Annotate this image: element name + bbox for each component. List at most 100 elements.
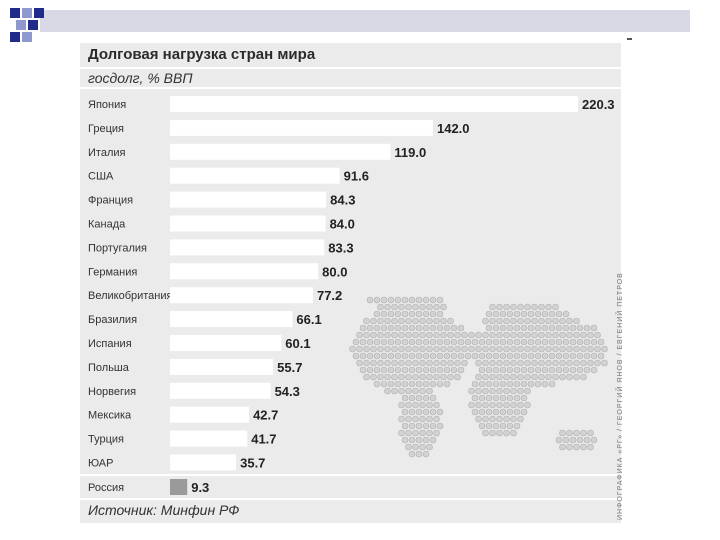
map-dot bbox=[436, 296, 444, 304]
map-dot bbox=[475, 387, 482, 395]
map-dot bbox=[580, 443, 587, 451]
map-dot bbox=[527, 380, 535, 388]
map-dot bbox=[492, 394, 500, 402]
map-dot bbox=[503, 387, 510, 395]
category-label: Германия bbox=[88, 266, 137, 278]
map-dot bbox=[405, 373, 412, 381]
map-dot bbox=[370, 359, 377, 367]
map-dot bbox=[405, 317, 412, 325]
map-dot bbox=[506, 366, 514, 374]
map-dot bbox=[478, 422, 486, 430]
map-dot bbox=[394, 366, 402, 374]
map-dot bbox=[520, 310, 528, 318]
map-dot bbox=[489, 331, 496, 339]
map-dot bbox=[447, 317, 454, 325]
map-dot bbox=[440, 317, 447, 325]
map-dot bbox=[394, 296, 402, 304]
map-dot bbox=[366, 324, 374, 332]
map-dot bbox=[468, 331, 475, 339]
map-dot bbox=[513, 408, 521, 416]
map-dot bbox=[475, 415, 482, 423]
map-dot bbox=[433, 429, 440, 437]
map-dot bbox=[590, 366, 598, 374]
bar bbox=[170, 96, 578, 112]
map-dot bbox=[454, 331, 461, 339]
map-dot bbox=[359, 366, 367, 374]
map-dot bbox=[513, 310, 521, 318]
map-dot bbox=[485, 422, 493, 430]
map-dot bbox=[559, 443, 566, 451]
map-dot bbox=[541, 352, 549, 360]
map-dot bbox=[538, 345, 545, 353]
map-dot bbox=[524, 331, 531, 339]
map-dot bbox=[457, 324, 465, 332]
map-dot bbox=[408, 394, 416, 402]
map-dot bbox=[373, 366, 381, 374]
map-dot bbox=[398, 415, 405, 423]
map-dot bbox=[391, 331, 398, 339]
map-dot bbox=[527, 324, 535, 332]
map-dot bbox=[492, 352, 500, 360]
map-dot bbox=[545, 317, 552, 325]
map-dot bbox=[366, 352, 374, 360]
map-dot bbox=[478, 352, 486, 360]
map-dot bbox=[415, 338, 423, 346]
map-dot bbox=[380, 310, 388, 318]
map-dot bbox=[580, 345, 587, 353]
map-dot bbox=[366, 366, 374, 374]
bar bbox=[170, 311, 293, 328]
map-dot bbox=[419, 429, 426, 437]
map-dot bbox=[482, 317, 489, 325]
map-dot bbox=[398, 317, 405, 325]
map-dot bbox=[422, 422, 430, 430]
map-dot bbox=[520, 408, 528, 416]
map-dot bbox=[541, 366, 549, 374]
map-dot bbox=[485, 352, 493, 360]
title-divider bbox=[80, 67, 621, 69]
map-dot bbox=[419, 359, 426, 367]
map-dot bbox=[415, 450, 423, 458]
map-dot bbox=[394, 324, 402, 332]
map-dot bbox=[422, 324, 430, 332]
map-dot bbox=[370, 317, 377, 325]
map-dot bbox=[552, 303, 559, 311]
map-dot bbox=[485, 380, 493, 388]
map-dot bbox=[503, 303, 510, 311]
map-dot bbox=[380, 366, 388, 374]
map-dot bbox=[408, 324, 416, 332]
map-dot bbox=[422, 310, 430, 318]
map-dot bbox=[426, 415, 433, 423]
map-dot bbox=[548, 324, 556, 332]
map-dot bbox=[517, 387, 524, 395]
map-dot bbox=[485, 366, 493, 374]
category-label: Португалия bbox=[88, 242, 147, 254]
map-dot bbox=[576, 366, 584, 374]
map-dot bbox=[499, 408, 507, 416]
map-dot bbox=[545, 359, 552, 367]
map-dot bbox=[587, 359, 594, 367]
category-label: Канада bbox=[88, 219, 126, 231]
map-dot bbox=[548, 310, 556, 318]
map-dot bbox=[569, 338, 577, 346]
map-dot bbox=[471, 408, 479, 416]
map-dot bbox=[517, 331, 524, 339]
map-dot bbox=[496, 415, 503, 423]
map-dot bbox=[496, 317, 503, 325]
map-dot bbox=[513, 394, 521, 402]
chart-title: Долговая нагрузка стран мира bbox=[88, 46, 316, 63]
bar bbox=[170, 143, 391, 160]
map-dot bbox=[426, 331, 433, 339]
map-dot bbox=[387, 366, 395, 374]
map-dot bbox=[517, 415, 524, 423]
map-dot bbox=[398, 331, 405, 339]
category-label: Япония bbox=[88, 99, 126, 111]
map-dot bbox=[440, 331, 447, 339]
map-dot bbox=[552, 331, 559, 339]
map-dot bbox=[569, 366, 577, 374]
map-dot bbox=[499, 352, 507, 360]
map-dot bbox=[482, 415, 489, 423]
map-dot bbox=[510, 317, 517, 325]
map-dot bbox=[412, 429, 419, 437]
map-dot bbox=[496, 331, 503, 339]
map-dot bbox=[405, 303, 412, 311]
